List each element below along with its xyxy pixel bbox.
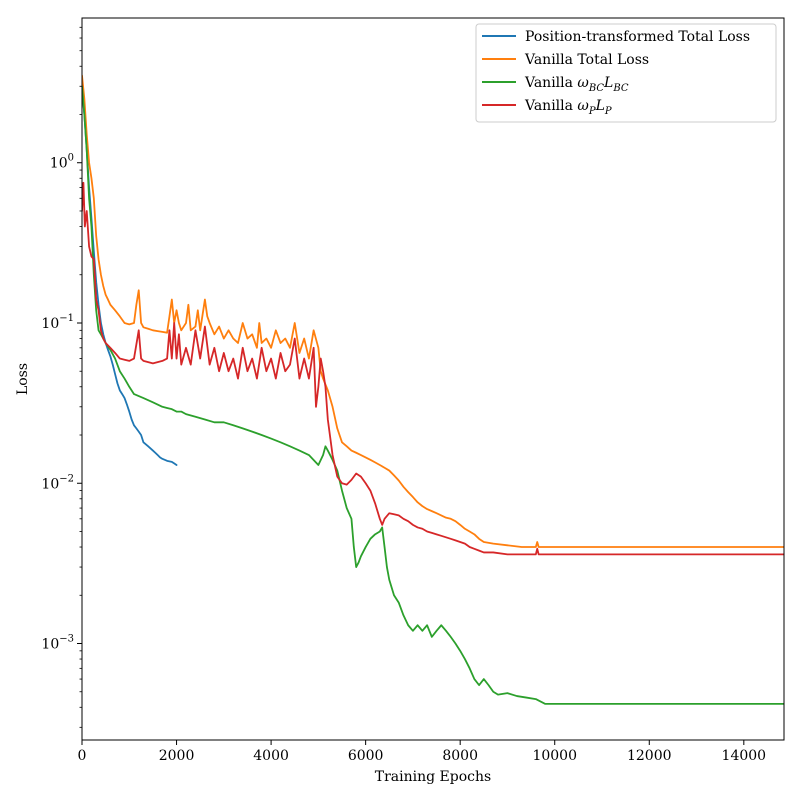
y-axis-label: Loss bbox=[15, 363, 31, 395]
legend-text-part: P bbox=[604, 106, 612, 117]
x-axis-label: Training Epochs bbox=[375, 769, 491, 785]
series-line-3 bbox=[82, 85, 784, 705]
x-tick-label: 12000 bbox=[627, 748, 672, 764]
legend-text-part: P bbox=[588, 106, 596, 117]
x-tick-label: 6000 bbox=[348, 748, 384, 764]
legend-text-part: BC bbox=[612, 83, 629, 94]
series-line-1 bbox=[82, 85, 178, 466]
y-tick-base: 10 bbox=[41, 316, 59, 332]
y-tick-label: 10−1 bbox=[41, 313, 74, 332]
y-tick-label: 10−3 bbox=[41, 634, 74, 653]
plot-frame bbox=[81, 17, 785, 741]
x-axis: 0 2000 4000 6000 8000 10000 12000 14000 bbox=[78, 740, 767, 764]
x-tick-label: 2000 bbox=[159, 748, 195, 764]
legend-entry-label: Vanilla ωPLP bbox=[524, 98, 612, 117]
series-layer bbox=[82, 74, 784, 705]
series-line-2 bbox=[82, 74, 784, 548]
y-tick-base: 10 bbox=[41, 637, 59, 653]
legend-entry-label: Position-transformed Total Loss bbox=[525, 29, 750, 45]
x-tick-label: 4000 bbox=[253, 748, 289, 764]
legend-text-part: BC bbox=[588, 83, 605, 94]
x-tick-label: 14000 bbox=[722, 748, 767, 764]
legend-entry-label: Vanilla Total Loss bbox=[524, 52, 649, 68]
y-tick-base: 10 bbox=[41, 476, 59, 492]
y-tick-label: 100 bbox=[50, 153, 74, 172]
y-tick-exponent: 0 bbox=[68, 153, 74, 164]
legend-text-part: L bbox=[603, 75, 613, 91]
y-tick-exponent: −2 bbox=[59, 473, 74, 484]
legend-text-part: L bbox=[595, 98, 605, 114]
y-tick-exponent: −3 bbox=[59, 634, 74, 645]
x-tick-label: 0 bbox=[78, 748, 87, 764]
legend-box bbox=[475, 23, 777, 123]
legend-text-part: ω bbox=[577, 75, 589, 91]
y-tick-exponent: −1 bbox=[59, 313, 74, 324]
legend-text-part: Vanilla bbox=[524, 98, 577, 114]
legend-text-part: Vanilla Total Loss bbox=[524, 52, 649, 68]
y-tick-label: 10−2 bbox=[41, 473, 74, 492]
legend-text-part: Vanilla bbox=[524, 75, 577, 91]
legend-text-part: Position-transformed Total Loss bbox=[525, 29, 750, 45]
legend: Position-transformed Total Loss Vanilla T… bbox=[475, 23, 777, 123]
x-tick-label: 10000 bbox=[532, 748, 577, 764]
legend-entry-label: Vanilla ωBCLBC bbox=[524, 75, 629, 94]
legend-text-part: ω bbox=[577, 98, 589, 114]
x-tick-label: 8000 bbox=[442, 748, 478, 764]
series-line-4 bbox=[82, 181, 784, 556]
y-tick-base: 10 bbox=[50, 156, 68, 172]
